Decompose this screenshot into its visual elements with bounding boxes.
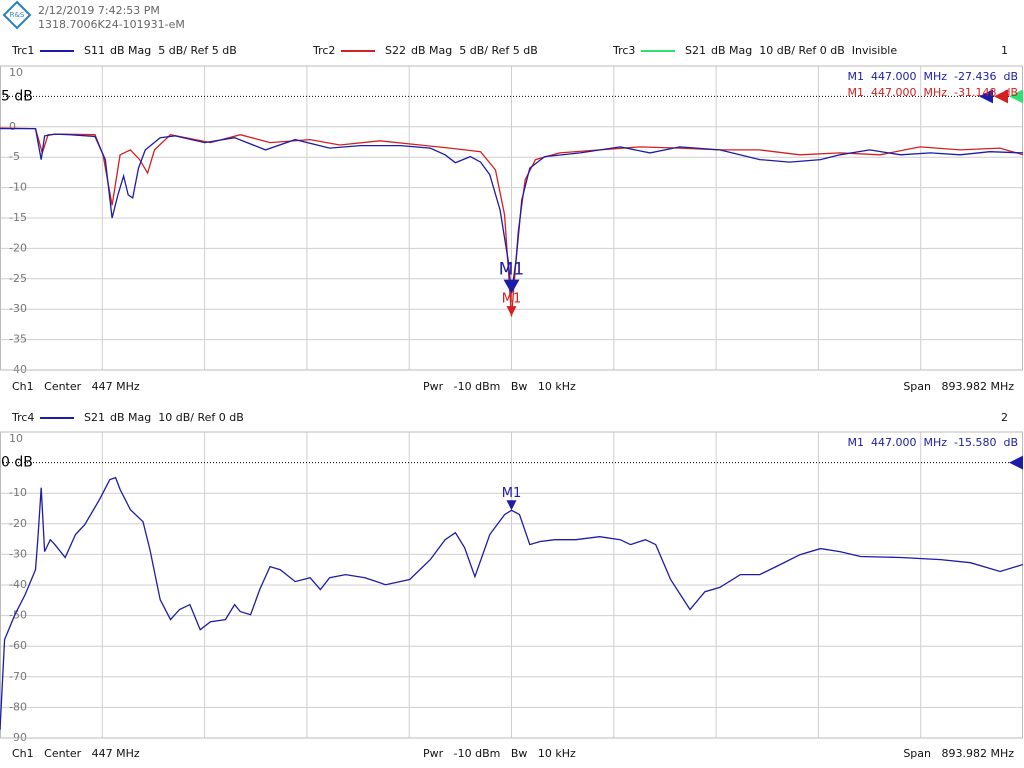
marker-glyph [503,279,520,294]
y-tick-label: -70 [9,670,27,683]
y-tick-label: 10 [9,66,23,79]
marker-readout-label: M1 [847,436,864,449]
plot-frame [0,65,1023,371]
trace-line [0,476,1023,730]
y-tick-label: 0 [9,120,16,133]
footer-span: Span 893.982 MHz [903,747,1014,760]
y-tick-label: 5 dB [1,88,33,104]
y-tick-label: -30 [9,547,27,560]
marker-readout: M1 447.000 MHz -31.148 dB [847,86,1018,99]
reference-arrow [1009,89,1023,104]
marker-readout-x: 447.000 MHz [871,70,947,83]
legend-trace: Trc3 [612,44,635,57]
reference-arrow [1009,455,1023,470]
marker-readout-x: 447.000 MHz [871,86,947,99]
legend-format: dB Mag 5 dB/ Ref 5 dB [411,44,538,57]
window-number: 1 [1001,44,1008,57]
legend-format: dB Mag 5 dB/ Ref 5 dB [110,44,237,57]
y-tick-label: -30 [9,302,27,315]
y-tick-label: -10 [9,181,27,194]
y-tick-label: -60 [9,639,27,652]
marker-readout-x: 447.000 MHz [871,436,947,449]
legend-trace: Trc1 [11,44,34,57]
y-tick-label: -50 [9,609,27,622]
footer-power: Pwr -10 dBm Bw 10 kHz [423,380,576,393]
window-number: 2 [1001,411,1008,424]
legend-format: dB Mag 10 dB/ Ref 0 dB [110,411,244,424]
legend-name: S21 [685,44,706,57]
marker-readout-label: M1 [847,70,864,83]
marker-readout-value: -27.436 dB [954,70,1018,83]
trace-line [0,127,1023,294]
plot-frame [0,431,1023,739]
legend-name: S21 [84,411,105,424]
y-tick-label: 10 [9,432,23,445]
trace-line [0,127,1023,317]
marker-readout: M1 447.000 MHz -15.580 dB [847,436,1018,449]
footer-channel: Ch1 Center 447 MHz [12,747,140,760]
legend-name: S22 [385,44,406,57]
marker-readout-value: -31.148 dB [954,86,1018,99]
marker-readout-label: M1 [847,86,864,99]
legend-trace: Trc2 [312,44,335,57]
reference-arrow [994,89,1008,104]
y-tick-label: -10 [9,486,27,499]
y-tick-label: -5 [9,150,20,163]
marker-label: M1 [499,260,524,280]
legend-format: dB Mag 10 dB/ Ref 0 dB Invisible [711,44,897,57]
marker-label: M1 [502,292,522,307]
y-tick-label: -80 [9,700,27,713]
y-tick-label: -25 [9,272,27,285]
marker-glyph [506,306,517,317]
traces [0,476,1023,730]
legend-trace: Trc4 [11,411,34,424]
svg-text:R&S: R&S [10,11,25,19]
marker-label: M1 [502,486,522,501]
logo: R&S [2,0,32,30]
footer-span: Span 893.982 MHz [903,380,1014,393]
y-tick-label: -40 [9,578,27,591]
marker-glyph [506,500,517,511]
y-tick-label: -15 [9,211,27,224]
device-id: 1318.7006K24-101931-eM [38,18,185,31]
footer-power: Pwr -10 dBm Bw 10 kHz [423,747,576,760]
y-tick-label: 0 dB [1,455,33,471]
marker-readout-value: -15.580 dB [954,436,1018,449]
traces [0,127,1023,317]
legend-name: S11 [84,44,105,57]
marker-readout: M1 447.000 MHz -27.436 dB [847,70,1018,83]
y-tick-label: -20 [9,517,27,530]
y-tick-label: -20 [9,241,27,254]
timestamp: 2/12/2019 7:42:53 PM [38,4,160,17]
y-tick-label: -35 [9,333,27,346]
reference-arrow [979,89,993,104]
footer-channel: Ch1 Center 447 MHz [12,380,140,393]
